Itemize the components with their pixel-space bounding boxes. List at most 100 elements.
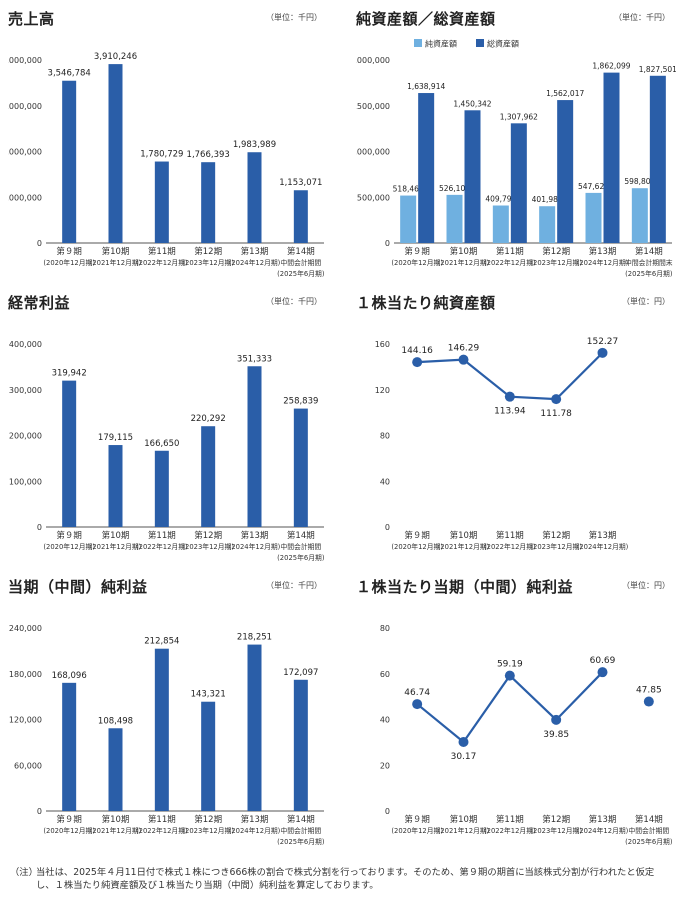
data-label: 220,292 xyxy=(191,414,226,424)
data-label: 518,468 xyxy=(393,185,424,194)
unit-label: （単位：円） xyxy=(622,297,670,306)
x-tick-label: 第13期 xyxy=(589,530,617,541)
x-tick-label: 第９期 xyxy=(56,814,82,825)
y-tick-label: 1,000,000 xyxy=(356,148,390,157)
footnote-text: 当社は、2025年４月11日付で株式１株につき666株の割合で株式分割を行ってお… xyxy=(36,867,655,891)
data-point xyxy=(504,670,515,681)
data-label: 113.94 xyxy=(494,407,526,417)
y-tick-label: 0 xyxy=(37,239,42,248)
footnote-mark: （注） xyxy=(10,867,38,878)
x-tick-label: 第９期 xyxy=(404,530,430,541)
x-tick-label: 第12期 xyxy=(194,814,222,825)
data-point xyxy=(504,391,515,402)
y-tick-label: 400,000 xyxy=(9,340,42,349)
x-tick-label: 第10期 xyxy=(450,814,478,825)
eps-chart: 0 20 40 60 80 第９期(2020年12月期) 第10期(2021年12月期) 第1… xyxy=(380,624,673,846)
data-point xyxy=(643,696,654,707)
x-tick-label: (2024年12月期) xyxy=(229,826,281,835)
x-tick-label: (2023年12月期) xyxy=(182,542,234,551)
bar xyxy=(108,64,123,243)
y-tick-label: 80 xyxy=(380,624,390,633)
bar xyxy=(510,123,527,243)
x-tick-label: (2025年6月期) xyxy=(277,269,325,278)
bar xyxy=(154,450,169,527)
bar xyxy=(247,152,262,243)
x-tick-label: (2024年12月期) xyxy=(229,542,281,551)
data-label: 111.78 xyxy=(540,409,572,419)
bar xyxy=(492,205,509,243)
bar xyxy=(557,100,574,244)
y-tick-label: 100,000 xyxy=(9,477,42,486)
x-tick-label: (2021年12月期) xyxy=(90,258,142,267)
data-label: 108,498 xyxy=(98,716,133,726)
x-tick-label: 第13期 xyxy=(241,246,269,257)
x-tick-label: (2021年12月期) xyxy=(438,542,490,551)
x-tick-label: 第13期 xyxy=(241,814,269,825)
data-label: 319,942 xyxy=(52,369,87,379)
chart-title: １株当たり純資産額 xyxy=(356,294,496,312)
bar xyxy=(649,75,666,243)
y-tick-label: 4,000,000 xyxy=(8,56,42,65)
data-label: 1,153,071 xyxy=(279,178,322,188)
y-tick-label: 3,000,000 xyxy=(8,102,42,111)
y-tick-label: 200,000 xyxy=(9,432,42,441)
data-label: 30.17 xyxy=(451,752,477,762)
x-tick-label: 第14期 xyxy=(287,246,315,257)
data-label: 1,450,342 xyxy=(453,99,491,108)
data-label: 1,562,017 xyxy=(546,89,584,98)
y-tick-label: 0 xyxy=(37,523,42,532)
x-tick-label: (2021年12月期) xyxy=(90,826,142,835)
ordinary-profit-chart: 0 100,000 200,000 300,000 400,000 第９期(2020年12… xyxy=(9,340,325,562)
chart-panel-net-sales: 売上高 （単位：千円） 0 1,000,000 2,000,000 3,000,000… xyxy=(8,8,328,283)
data-point xyxy=(551,714,562,725)
data-label: 144.16 xyxy=(401,346,433,356)
chart-panel-bps: １株当たり純資産額 （単位：円） 0 40 80 120 160 第９期 (2020年12月… xyxy=(356,292,676,567)
chart-panel-net-assets-total-assets: 純資産額／総資産額 （単位：千円） 0 500,000 1,000,000 1,500… xyxy=(356,8,676,283)
x-tick-label: 第14期 xyxy=(635,246,663,257)
data-label: 3,546,784 xyxy=(48,69,91,79)
x-tick-label: (2022年12月期) xyxy=(484,826,536,835)
data-label: 166,650 xyxy=(144,439,179,449)
y-tick-label: 180,000 xyxy=(9,670,42,679)
data-label: 1,766,393 xyxy=(187,150,230,160)
y-tick-label: 120 xyxy=(375,386,390,395)
data-label: 172,097 xyxy=(283,668,318,678)
x-tick-label: 第13期 xyxy=(589,814,617,825)
bar xyxy=(418,93,435,243)
bar xyxy=(446,194,463,243)
x-tick-label: (2021年12月期) xyxy=(438,258,490,267)
data-label: 143,321 xyxy=(191,690,226,700)
y-tick-label: 20 xyxy=(380,761,390,770)
y-tick-label: 120,000 xyxy=(9,716,42,725)
x-tick-label: 第14期 xyxy=(635,814,663,825)
y-tick-label: 0 xyxy=(385,807,390,816)
bar xyxy=(201,162,216,243)
x-tick-label: (2022年12月期) xyxy=(484,542,536,551)
legend-label: 純資産額 xyxy=(425,39,457,49)
data-point xyxy=(551,394,562,405)
data-point xyxy=(458,354,469,365)
x-tick-label: (2022年12月期) xyxy=(136,258,188,267)
y-tick-label: 1,500,000 xyxy=(356,102,390,111)
x-tick-label: 第９期 xyxy=(56,530,82,541)
data-label: 409,791 xyxy=(485,195,516,204)
data-label: 351,333 xyxy=(237,354,272,364)
bar xyxy=(603,72,620,243)
x-tick-label: 第10期 xyxy=(450,530,478,541)
chart-panel-ordinary-profit: 経常利益 （単位：千円） 0 100,000 200,000 300,000 400,0… xyxy=(8,292,328,567)
bar xyxy=(201,701,216,811)
x-tick-label: (2020年12月期) xyxy=(391,542,443,551)
bar xyxy=(539,206,556,243)
data-label: 1,780,729 xyxy=(140,150,183,160)
x-tick-label: (2023年12月期) xyxy=(530,826,582,835)
data-label: 218,251 xyxy=(237,633,272,643)
data-point xyxy=(412,699,423,710)
chart-panel-net-income: 当期（中間）純利益 （単位：千円） 0 60,000 120,000 180,000 2… xyxy=(8,576,328,851)
data-label: 152.27 xyxy=(587,337,619,347)
data-point xyxy=(412,357,423,368)
bar xyxy=(108,445,123,527)
y-tick-label: 80 xyxy=(380,432,390,441)
chart-title: １株当たり当期（中間）純利益 xyxy=(356,578,574,596)
x-tick-label: (2024年12月期) xyxy=(577,826,629,835)
x-tick-label: (2024年12月期) xyxy=(229,258,281,267)
